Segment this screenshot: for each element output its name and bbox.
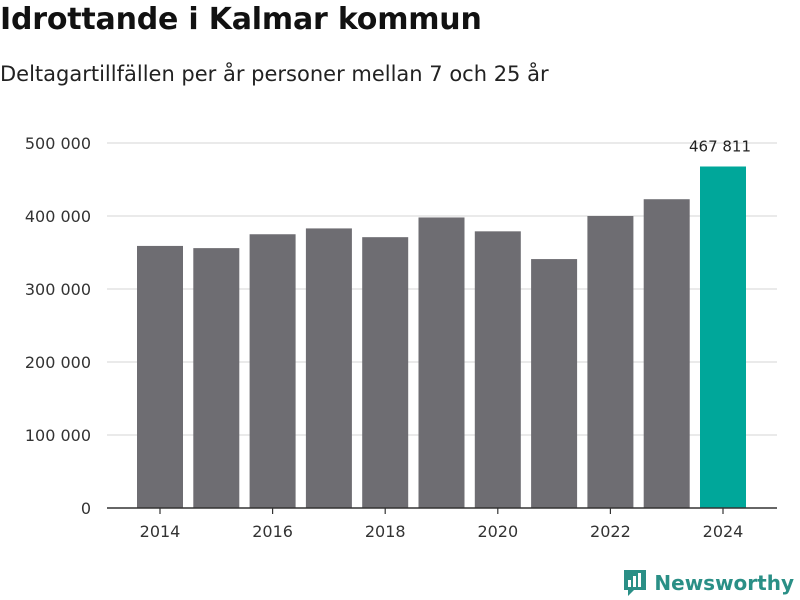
data-label-2024: 467 811: [689, 137, 751, 155]
bar-2017: [305, 228, 352, 508]
bar-2015: [193, 248, 240, 508]
y-tick-label: 400 000: [25, 207, 91, 226]
y-tick-label: 300 000: [25, 280, 91, 299]
bar-2018: [362, 237, 409, 509]
bar-2020: [474, 231, 521, 508]
bar-2021: [531, 259, 578, 508]
x-tick-label: 2018: [365, 522, 406, 541]
bar-2024: [700, 166, 746, 508]
bar-2022: [587, 216, 634, 508]
data-labels: 467 811: [689, 137, 751, 155]
bar-2016: [249, 234, 296, 508]
x-tick-label: 2024: [703, 522, 744, 541]
bar-2023: [643, 199, 690, 508]
x-axis: 2014 2016 2018 2020 2022 2024: [107, 507, 777, 541]
y-tick-label: 100 000: [25, 426, 91, 445]
x-tick-label: 2020: [477, 522, 518, 541]
y-tick-label: 200 000: [25, 353, 91, 372]
x-tick-label: 2016: [252, 522, 293, 541]
y-tick-label: 500 000: [25, 134, 91, 153]
newsworthy-logo-icon: [624, 570, 647, 596]
y-axis: 0 100 000 200 000 300 000 400 000 500 000: [25, 134, 91, 518]
newsworthy-logo: Newsworthy: [622, 568, 794, 598]
newsworthy-logo-text: Newsworthy: [654, 571, 794, 595]
bar-2019: [418, 217, 465, 508]
x-tick-label: 2022: [590, 522, 631, 541]
y-tick-label: 0: [81, 499, 91, 518]
chart-subtitle: Deltagartillfällen per år personer mella…: [0, 62, 549, 86]
bar-2014: [137, 245, 183, 508]
bars: [137, 166, 746, 509]
chart-title: Idrottande i Kalmar kommun: [0, 2, 482, 37]
x-tick-label: 2014: [140, 522, 181, 541]
